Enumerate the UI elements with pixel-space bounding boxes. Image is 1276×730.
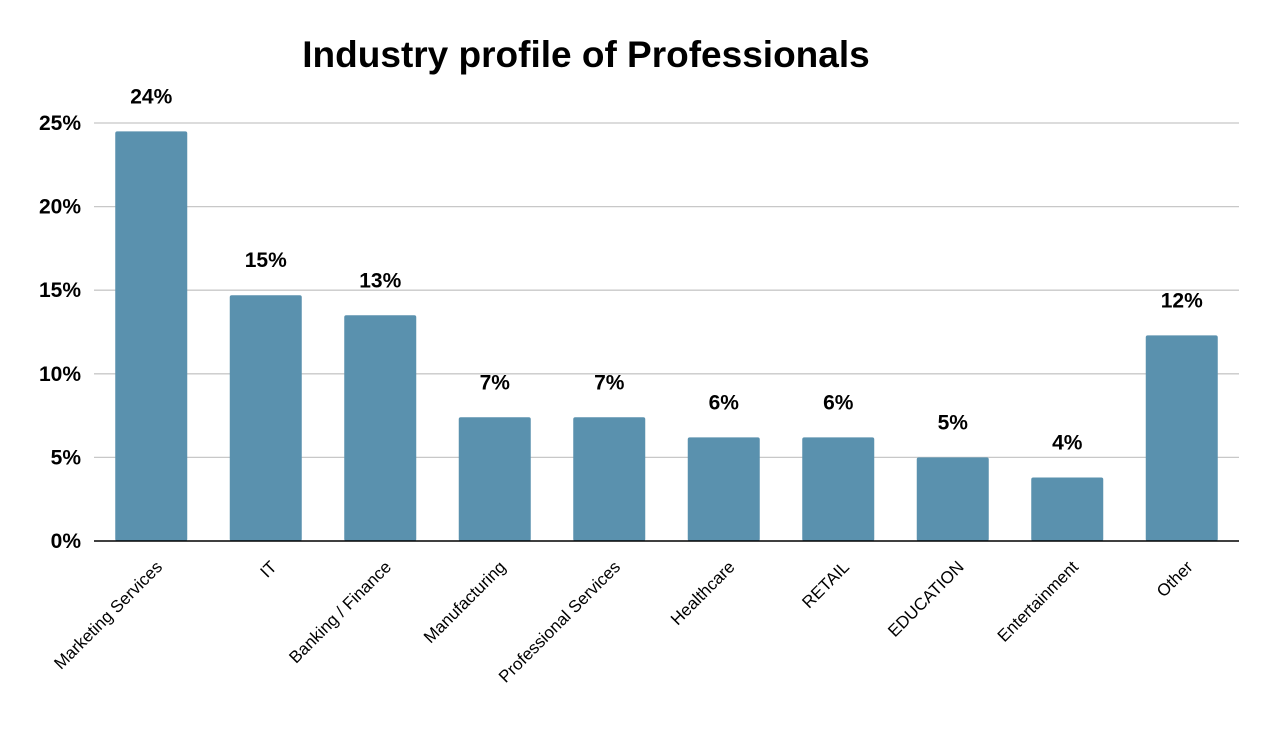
data-label: 7% xyxy=(480,371,511,394)
bar xyxy=(344,315,417,541)
bar xyxy=(115,131,188,542)
bar xyxy=(687,437,760,541)
x-tick-label: EDUCATION xyxy=(884,557,967,640)
x-tick-label: Entertainment xyxy=(994,557,1082,645)
x-axis-ticks: Marketing Services IT Banking / Finance Man… xyxy=(50,557,1196,686)
x-tick-label: IT xyxy=(256,557,280,581)
bar xyxy=(573,417,646,541)
data-label: 13% xyxy=(359,269,401,292)
data-label: 24% xyxy=(130,85,172,108)
data-label: 6% xyxy=(709,391,740,414)
x-tick-label: Healthcare xyxy=(667,557,739,629)
bar xyxy=(1031,477,1104,541)
x-tick-label: Professional Services xyxy=(495,557,624,686)
bar xyxy=(458,417,531,541)
y-tick-label: 15% xyxy=(39,279,81,302)
y-tick-label: 20% xyxy=(39,196,81,219)
data-label: 7% xyxy=(594,371,625,394)
chart-title: Industry profile of Professionals xyxy=(302,34,869,75)
bar xyxy=(229,295,302,541)
bars xyxy=(115,131,1218,542)
bar xyxy=(916,457,989,541)
bar xyxy=(802,437,875,541)
data-label: 5% xyxy=(938,411,969,434)
x-tick-label: Banking / Finance xyxy=(285,557,395,667)
data-label: 6% xyxy=(823,391,854,414)
y-tick-label: 25% xyxy=(39,112,81,135)
data-label: 12% xyxy=(1161,289,1203,312)
x-tick-label: Other xyxy=(1153,557,1197,601)
data-label: 4% xyxy=(1052,431,1083,454)
y-axis-ticks: 0% 5% 10% 15% 20% 25% xyxy=(39,112,81,553)
y-tick-label: 5% xyxy=(51,446,82,469)
data-label: 15% xyxy=(245,249,287,272)
x-tick-label: Marketing Services xyxy=(50,557,166,673)
y-tick-label: 0% xyxy=(51,530,82,553)
x-tick-label: Manufacturing xyxy=(420,557,510,647)
bar xyxy=(1145,335,1218,541)
y-tick-label: 10% xyxy=(39,363,81,386)
x-tick-label: RETAIL xyxy=(798,557,853,612)
data-labels: 24% 15% 13% 7% 7% 6% 6% 5% 4% 12% xyxy=(130,85,1203,454)
